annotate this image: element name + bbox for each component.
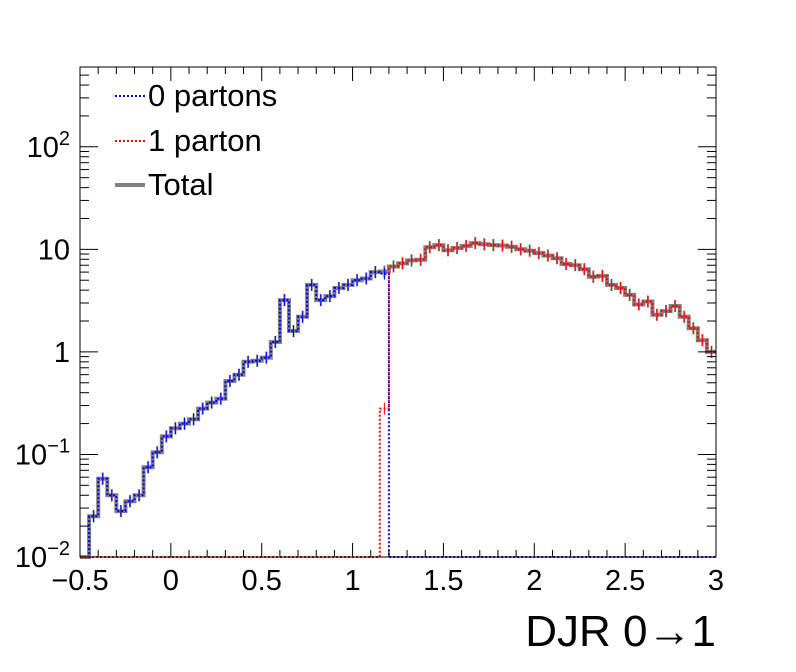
plot-frame bbox=[79, 66, 717, 558]
x-tick-label: 0 bbox=[163, 565, 179, 597]
y-tick-label: 102 bbox=[27, 128, 70, 164]
x-tick-label: 2 bbox=[526, 565, 542, 597]
x-axis-title: DJR 0→1 bbox=[525, 607, 716, 656]
y-tick-label: 10 bbox=[38, 234, 70, 266]
legend-label-0-partons: 0 partons bbox=[148, 78, 277, 113]
legend-label-1-parton: 1 parton bbox=[148, 123, 262, 158]
x-tick-label: 2.5 bbox=[605, 565, 645, 597]
y-axis: 10−2 10−1 1 10 102 bbox=[15, 66, 716, 574]
x-tick-label: 3 bbox=[708, 565, 724, 597]
x-tick-label: −0.5 bbox=[51, 565, 108, 597]
legend: 0 partons 1 parton Total bbox=[115, 78, 277, 202]
series-1-parton-group bbox=[80, 237, 716, 558]
series-0-partons-group bbox=[80, 266, 716, 558]
x-axis: −0.5 0 0.5 1 1.5 2 2.5 3 bbox=[51, 67, 724, 597]
x-tick-label: 1.5 bbox=[423, 565, 463, 597]
y-tick-label: 1 bbox=[54, 337, 70, 369]
x-tick-label: 1 bbox=[345, 565, 361, 597]
x-tick-label: 0.5 bbox=[242, 565, 282, 597]
series-line-0-partons bbox=[80, 271, 716, 558]
legend-label-total: Total bbox=[148, 167, 213, 202]
y-tick-label: 10−1 bbox=[15, 435, 70, 471]
y-tick-label: 10−2 bbox=[15, 538, 70, 574]
